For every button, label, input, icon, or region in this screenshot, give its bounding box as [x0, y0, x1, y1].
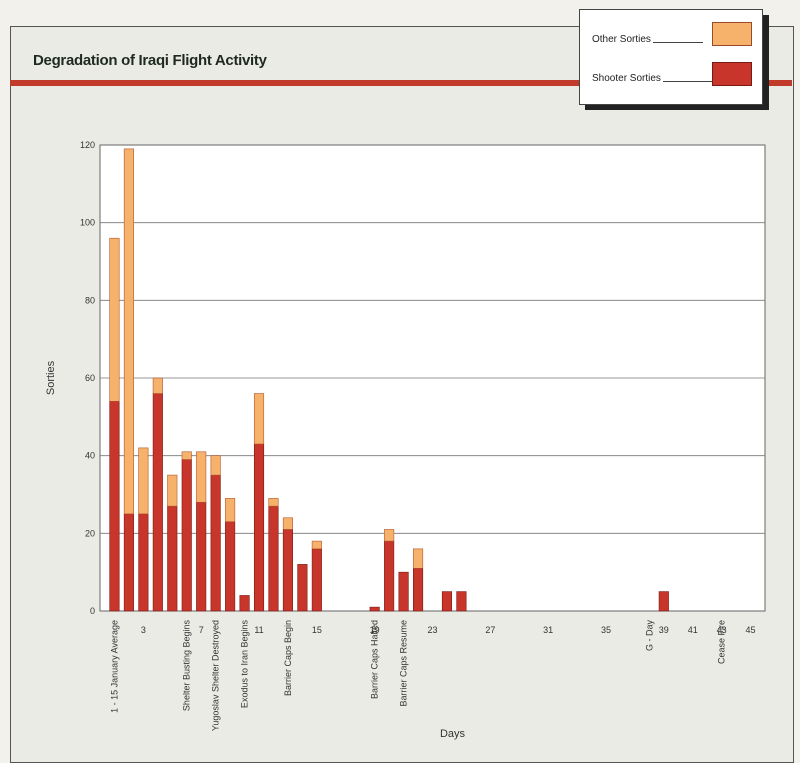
- y-axis-label: Sorties: [45, 360, 57, 395]
- x-tick-label: 43: [717, 625, 727, 635]
- x-tick-label: 19: [370, 625, 380, 635]
- bar-shooter: [196, 501, 207, 612]
- bar-other: [123, 148, 134, 515]
- title-rule: [10, 80, 792, 86]
- y-tick-label: 0: [90, 606, 95, 616]
- legend: Other Sorties Shooter Sorties: [579, 9, 763, 105]
- legend-label-other: Other Sorties: [592, 34, 651, 45]
- bar-other: [210, 455, 221, 476]
- bar-shooter: [282, 529, 293, 612]
- bar-shooter: [311, 548, 322, 612]
- x-tick-label: 3: [141, 625, 146, 635]
- bar-shooter: [658, 591, 669, 612]
- bar-other: [253, 393, 265, 445]
- bar-shooter: [253, 443, 265, 612]
- bar-other: [311, 540, 322, 550]
- bar-shooter: [239, 595, 250, 612]
- event-annotation: 1 - 15 January Average: [109, 620, 119, 713]
- y-tick-label: 80: [85, 295, 95, 305]
- bar-other: [109, 237, 120, 402]
- bar-shooter: [152, 393, 163, 612]
- legend-item-other: Other Sorties: [592, 34, 703, 45]
- legend-swatch-other: [712, 22, 752, 46]
- bar-other: [152, 377, 163, 394]
- x-tick-label: 45: [746, 625, 756, 635]
- bar-shooter: [441, 591, 453, 612]
- event-annotation: Cease Fire: [717, 620, 727, 664]
- legend-label-shooter: Shooter Sorties: [592, 73, 661, 84]
- x-tick-label: 23: [427, 625, 437, 635]
- bar-shooter: [210, 474, 221, 612]
- bar-shooter: [123, 513, 134, 612]
- bar-other: [384, 529, 395, 542]
- bar-other: [181, 451, 192, 460]
- legend-item-shooter: Shooter Sorties: [592, 73, 713, 84]
- y-tick-label: 60: [85, 373, 95, 383]
- bar-shooter: [412, 567, 424, 612]
- event-annotation: Shelter Busting Begins: [182, 620, 192, 712]
- bar-other: [167, 474, 178, 507]
- x-tick-label: 11: [254, 625, 263, 635]
- bar-shooter: [181, 459, 192, 612]
- bar-shooter: [109, 400, 120, 612]
- x-tick-label: 15: [312, 625, 322, 635]
- bar-shooter: [369, 606, 380, 612]
- bar-other: [412, 548, 424, 569]
- y-tick-label: 40: [85, 451, 95, 461]
- event-annotation: Barrier Caps Resume: [399, 620, 409, 707]
- x-tick-label: 7: [199, 625, 204, 635]
- bar-shooter: [167, 505, 178, 612]
- event-annotation: Exodus to Iran Begins: [240, 620, 250, 709]
- y-tick-label: 100: [80, 218, 95, 228]
- bar-shooter: [138, 513, 149, 612]
- bar-shooter: [456, 591, 467, 612]
- bar-other: [196, 451, 207, 503]
- bar-other: [138, 447, 149, 515]
- y-tick-label: 20: [85, 528, 95, 538]
- bar-shooter: [384, 540, 395, 612]
- x-tick-label: 27: [485, 625, 495, 635]
- bar-shooter: [268, 505, 279, 612]
- event-annotation: Barrier Caps Halted: [370, 620, 380, 699]
- bar-shooter: [225, 521, 236, 612]
- event-annotation: G - Day: [644, 620, 654, 652]
- page-title: Degradation of Iraqi Flight Activity: [33, 52, 267, 69]
- event-annotation: Yugoslav Shelter Destroyed: [211, 620, 221, 731]
- x-tick-label: 39: [659, 625, 669, 635]
- bar-other: [282, 517, 293, 530]
- bar-shooter: [398, 571, 409, 612]
- legend-swatch-shooter: [712, 62, 752, 86]
- x-tick-label: 35: [601, 625, 611, 635]
- x-tick-label: 31: [543, 625, 553, 635]
- y-tick-label: 120: [80, 140, 95, 150]
- bar-shooter: [297, 564, 308, 612]
- bar-other: [268, 498, 279, 507]
- bar-other: [225, 498, 236, 522]
- x-tick-label: 41: [688, 625, 698, 635]
- event-annotation: Barrier Caps Begin: [283, 620, 293, 696]
- x-axis-label: Days: [440, 728, 466, 740]
